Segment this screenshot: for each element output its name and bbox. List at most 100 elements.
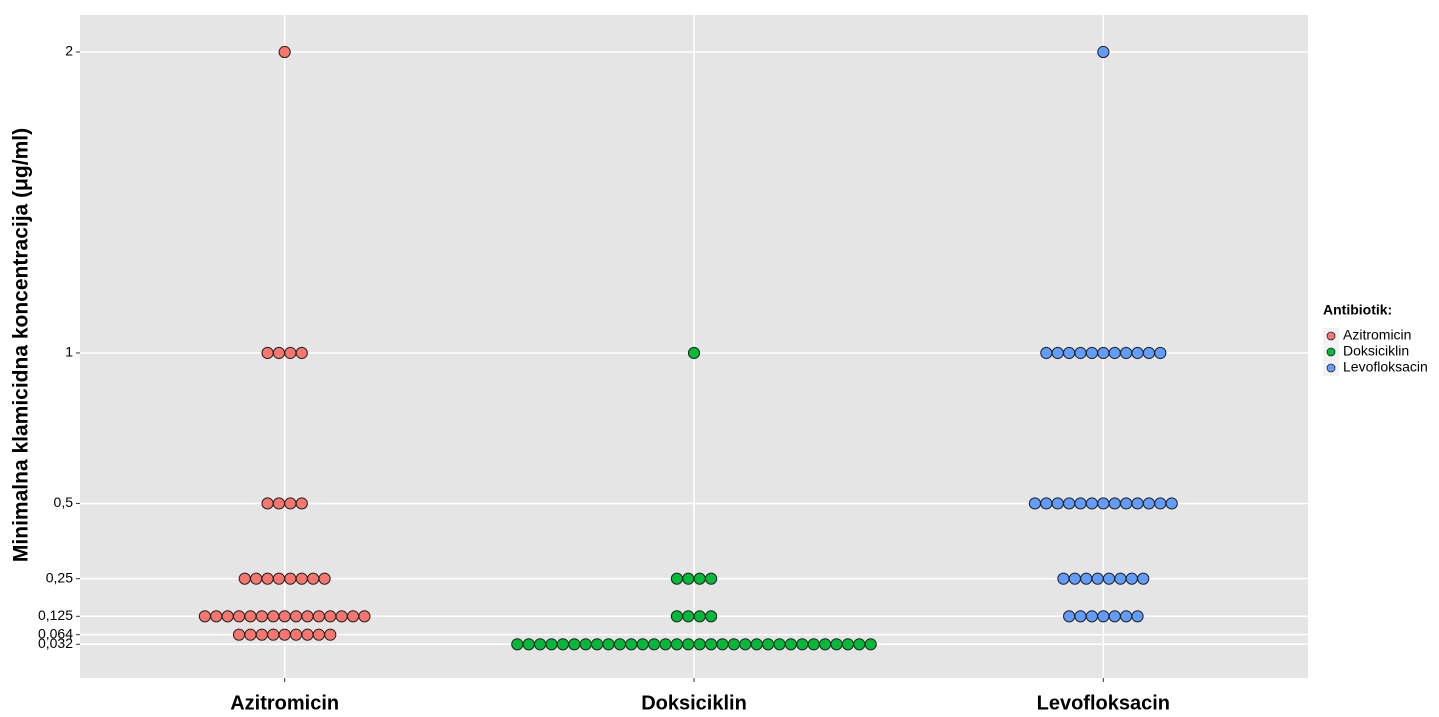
dot xyxy=(1051,346,1064,360)
dot xyxy=(312,628,325,641)
dot xyxy=(244,628,257,641)
dot xyxy=(307,572,320,585)
dot xyxy=(295,572,308,585)
dot xyxy=(232,628,246,641)
dot xyxy=(773,638,786,651)
dot xyxy=(1028,497,1042,510)
dot xyxy=(522,638,535,651)
dot xyxy=(556,638,570,651)
dot xyxy=(579,638,592,651)
dot xyxy=(727,638,741,651)
y-axis-title: Minimalna klamicidna koncentracija (μg/m… xyxy=(10,128,33,562)
dot xyxy=(358,610,371,623)
dot xyxy=(324,610,337,623)
dot xyxy=(255,628,268,641)
dot xyxy=(1142,346,1156,360)
dot xyxy=(693,572,706,585)
dot xyxy=(670,572,684,585)
dot xyxy=(853,638,866,651)
dot xyxy=(238,572,251,585)
dot xyxy=(807,638,820,651)
dot xyxy=(1120,346,1133,360)
dot xyxy=(284,497,297,510)
dot xyxy=(1068,572,1081,585)
dot xyxy=(1085,610,1099,623)
y-tick-label: 0,032 xyxy=(38,635,73,651)
dot xyxy=(1108,497,1121,510)
dot xyxy=(1080,572,1093,585)
dot xyxy=(244,610,257,623)
dot xyxy=(301,628,314,641)
dot xyxy=(272,497,286,510)
dot xyxy=(318,572,331,585)
dot xyxy=(1114,572,1127,585)
dot xyxy=(636,638,649,651)
dot xyxy=(335,610,348,623)
legend-label: Levofloksacin xyxy=(1343,359,1428,375)
dot xyxy=(261,572,274,585)
dot xyxy=(687,346,701,360)
dot xyxy=(278,610,291,623)
dot xyxy=(1085,346,1099,360)
dot xyxy=(1108,610,1121,623)
x-tick-label: Azitromicin xyxy=(230,692,339,714)
legend-swatch xyxy=(1326,331,1336,341)
dot xyxy=(1063,346,1076,360)
dot xyxy=(210,610,223,623)
dot xyxy=(1120,497,1133,510)
dot xyxy=(1154,346,1167,360)
dot xyxy=(1097,346,1110,360)
dot xyxy=(864,638,877,651)
dot xyxy=(682,572,695,585)
dot xyxy=(284,346,297,360)
dot xyxy=(1074,346,1087,360)
dot xyxy=(830,638,843,651)
dot xyxy=(705,572,718,585)
dot xyxy=(613,638,627,651)
legend-label: Doksiciklin xyxy=(1343,343,1409,359)
dot xyxy=(591,638,604,651)
dot xyxy=(625,638,638,651)
dot xyxy=(1040,497,1053,510)
dot xyxy=(1063,610,1076,623)
dot xyxy=(602,638,615,651)
dot xyxy=(267,628,280,641)
dot xyxy=(762,638,775,651)
dot xyxy=(511,638,524,651)
dot xyxy=(250,572,263,585)
dot xyxy=(750,638,763,651)
y-tick-label: 2 xyxy=(65,43,73,59)
dot xyxy=(670,638,684,651)
dot xyxy=(289,628,303,641)
dot xyxy=(261,497,274,510)
dot xyxy=(312,610,325,623)
dot xyxy=(198,610,211,623)
dot xyxy=(289,610,303,623)
dot xyxy=(1074,497,1087,510)
dot xyxy=(693,610,706,623)
dot xyxy=(705,610,718,623)
dot xyxy=(1131,497,1144,510)
dot xyxy=(1120,610,1133,623)
dot xyxy=(1040,346,1053,360)
dot xyxy=(1108,346,1121,360)
dot xyxy=(716,638,729,651)
y-tick-label: 0,25 xyxy=(46,569,73,585)
dot xyxy=(255,610,268,623)
dot xyxy=(1097,497,1110,510)
legend-title: Antibiotik: xyxy=(1323,302,1392,318)
y-tick-label: 1 xyxy=(65,344,73,360)
dot xyxy=(648,638,661,651)
dot xyxy=(295,346,308,360)
dot xyxy=(1057,572,1070,585)
dot xyxy=(272,572,286,585)
dot xyxy=(278,628,291,641)
dot xyxy=(1131,610,1144,623)
dot xyxy=(232,610,246,623)
dot xyxy=(1091,572,1104,585)
legend-swatch xyxy=(1326,347,1336,357)
dot xyxy=(346,610,360,623)
dot xyxy=(1137,572,1150,585)
dot xyxy=(284,572,297,585)
